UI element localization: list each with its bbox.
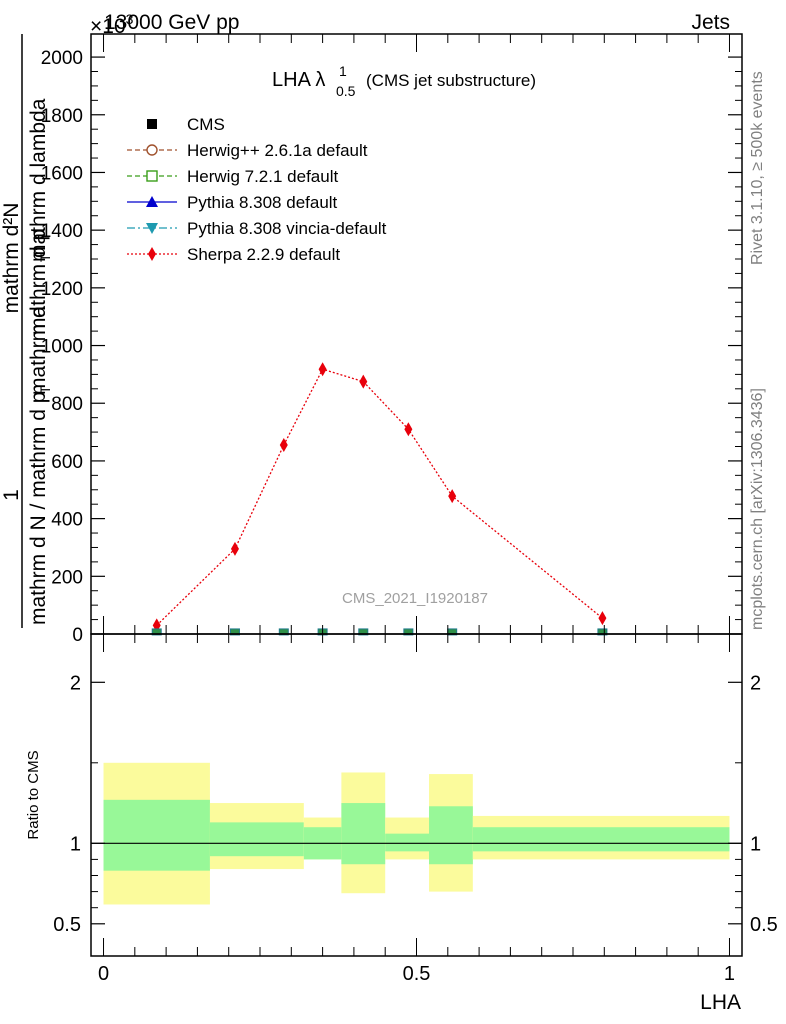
sherpa-point [404, 422, 413, 437]
y-tick-label: 1000 [41, 337, 83, 358]
y-tick-label: 0 [72, 625, 83, 646]
sherpa-point [318, 362, 327, 377]
ylabel-denominator: mathrm d p [27, 229, 50, 335]
sherpa-point [230, 541, 239, 556]
sherpa-point [598, 611, 607, 626]
generator-point [279, 629, 288, 634]
chart-title: LHA λ [272, 69, 325, 91]
legend: CMS Herwig++ 2.6.1a default Herwig 7.2.1 d… [127, 115, 387, 264]
ratio-inner-band [103, 799, 210, 871]
ylabel-group: 1 mathrm d N / mathrm d p mathrm d²N mat… [0, 34, 53, 628]
ratio-tick-label-right: 0.5 [750, 914, 778, 936]
chart-title-sub: 0.5 [336, 83, 356, 99]
legend-marker [146, 170, 158, 182]
ylabel-sub-t1: T [37, 385, 53, 394]
mcplots-label: mcplots.cern.ch [arXiv:1306.3436] [749, 388, 766, 630]
ratio-inner-band [209, 822, 304, 857]
legend-label: Pythia 8.308 vincia-default [187, 219, 387, 238]
legend-label: Herwig++ 2.6.1a default [187, 141, 368, 160]
sherpa-point [279, 438, 288, 453]
generator-point [404, 629, 413, 634]
y-tick-label: 1600 [41, 163, 83, 184]
chart-title-sup: 1 [339, 63, 347, 79]
x-tick-label: 1 [724, 963, 735, 985]
legend-marker [148, 247, 156, 261]
x-tick-label: 0.5 [403, 963, 431, 985]
ratio-panel: 0.5 0.5 1 1 2 2 Ratio to CMS [25, 633, 778, 957]
main-panel: CMS_2021_I1920187 LHA λ 1 0.5 (CMS jet s… [41, 33, 743, 646]
y-tick-label: 2000 [41, 48, 83, 69]
header-exponent-power: 3 [126, 11, 134, 27]
ratio-ticks: 0.5 0.5 1 1 2 2 [53, 672, 778, 936]
legend-marker [146, 196, 158, 207]
legend-marker [146, 223, 158, 234]
y-tick-label: 400 [51, 510, 83, 531]
generator-point [598, 629, 607, 634]
generator-point [230, 629, 239, 634]
y-tick-label: 1200 [41, 279, 83, 300]
y-tick-label: 200 [51, 567, 83, 588]
ratio-tick-label: 0.5 [53, 914, 81, 936]
main-series [151, 362, 608, 636]
rivet-label: Rivet 3.1.10, ≥ 500k events [749, 71, 766, 265]
ylabel-denominator-2: mathrm d lambda [27, 98, 50, 262]
ratio-tick-label-right: 1 [750, 833, 761, 855]
legend-label: CMS [187, 115, 225, 134]
ratio-ylabel: Ratio to CMS [25, 750, 42, 839]
ratio-tick-label-right: 2 [750, 672, 761, 694]
y-tick-label: 1800 [41, 106, 83, 127]
legend-label: Sherpa 2.2.9 default [187, 245, 340, 264]
legend-marker [147, 119, 157, 129]
ratio-inner-band [385, 833, 430, 852]
ratio-inner-band [429, 806, 473, 865]
ylabel-bottom: mathrm d N / mathrm d p [27, 392, 50, 625]
sherpa-line [156, 368, 603, 626]
y-tick-label: 600 [51, 452, 83, 473]
header-left: 13000 GeV pp [104, 11, 239, 34]
header-right: Jets [691, 11, 730, 34]
ylabel-top: 1 [0, 489, 23, 501]
sherpa-point [448, 489, 457, 504]
ratio-inner-band [341, 803, 386, 865]
ratio-bands [103, 762, 730, 905]
y-tick-label: 1400 [41, 221, 83, 242]
ylabel-numerator-over: mathrm d [27, 306, 50, 395]
chart-title-suffix: (CMS jet substructure) [366, 71, 536, 90]
ratio-tick-label: 1 [70, 833, 81, 855]
x-axis-label: LHA [700, 991, 741, 1014]
generator-point [359, 629, 368, 634]
x-tick-label: 0 [98, 963, 109, 985]
ratio-inner-band [472, 827, 730, 852]
legend-marker [146, 144, 158, 156]
ylabel-sub-t2: T [37, 253, 53, 262]
legend-label: Herwig 7.2.1 default [187, 167, 338, 186]
ylabel-numerator: mathrm d²N [0, 203, 23, 314]
y-tick-label: 800 [51, 394, 83, 415]
x-ticks: 0 0.5 1 [98, 34, 735, 985]
header-exponent: ×103 [90, 11, 134, 38]
sherpa-point [359, 374, 368, 389]
ratio-tick-label: 2 [70, 672, 81, 694]
main-ticks: 0 200 400 600 800 1000 1200 1400 1600 1800 2000 [41, 48, 742, 646]
generator-point [448, 629, 457, 634]
watermark: CMS_2021_I1920187 [342, 590, 488, 607]
legend-label: Pythia 8.308 default [187, 193, 338, 212]
generator-point [152, 629, 161, 634]
